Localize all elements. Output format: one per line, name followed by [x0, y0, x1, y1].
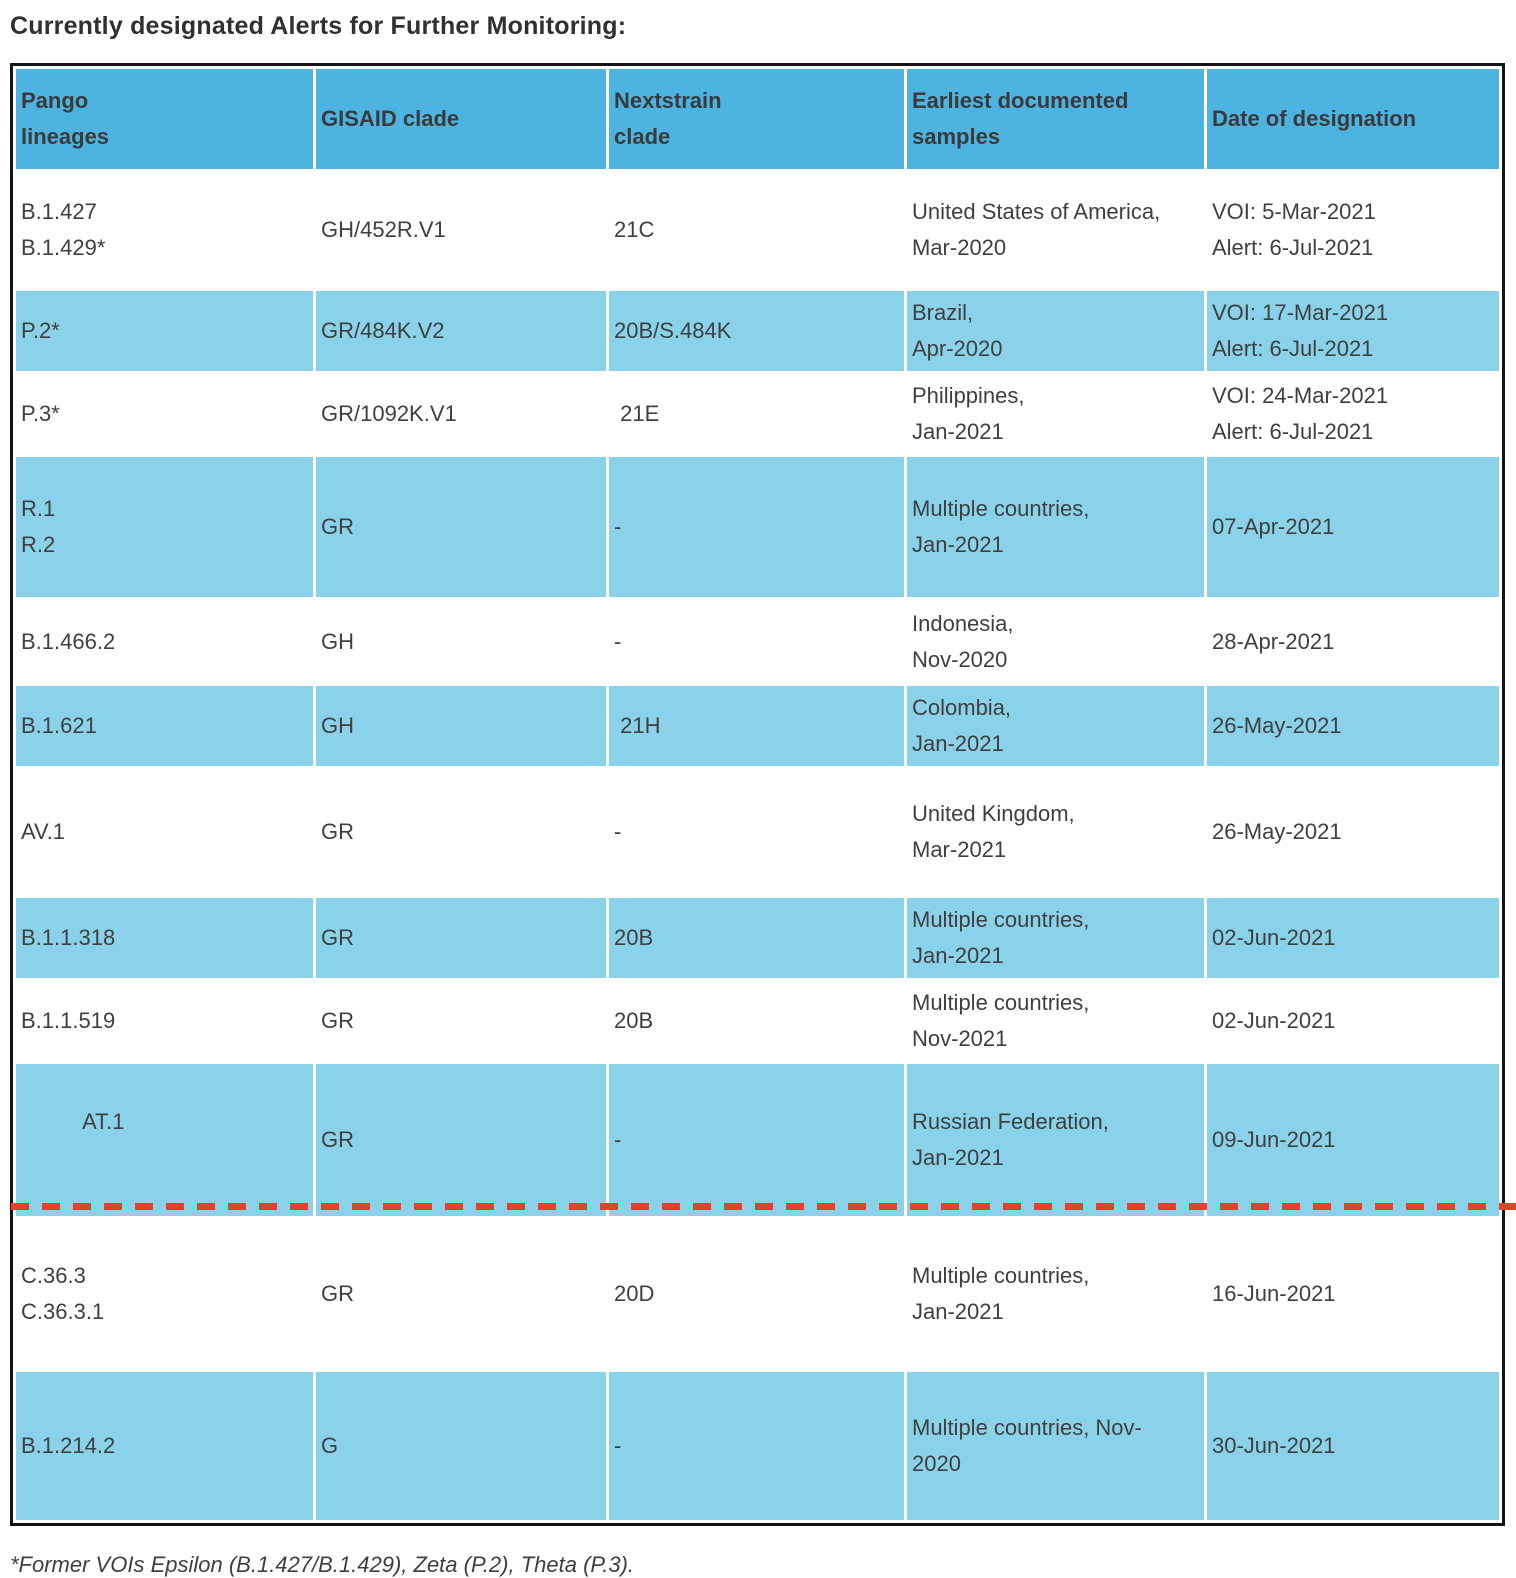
cell-designation-date: 02-Jun-2021: [1207, 981, 1499, 1061]
page-title: Currently designated Alerts for Further …: [10, 12, 627, 40]
cell-designation-date: 09-Jun-2021: [1207, 1064, 1499, 1216]
cell-pango-lineages: P.2*: [16, 291, 313, 371]
cell-pango-lineages: B.1.466.2: [16, 600, 313, 683]
cell-earliest-samples: Multiple countries, Nov- 2020: [907, 1372, 1204, 1520]
table-row: B.1.1.519 GR 20B Multiple countries, Nov…: [16, 981, 1499, 1061]
cell-nextstrain-clade: 20D: [609, 1219, 904, 1369]
col-header-pango-lineages: Pango lineages: [16, 69, 313, 169]
cell-pango-lineages: R.1 R.2: [16, 457, 313, 597]
table-row: C.36.3 C.36.3.1 GR 20D Multiple countrie…: [16, 1219, 1499, 1369]
cell-nextstrain-clade: 20B/S.484K: [609, 291, 904, 371]
cell-earliest-samples: Multiple countries, Nov-2021: [907, 981, 1204, 1061]
cell-gisaid-clade: GH: [316, 686, 606, 766]
table-row: P.3* GR/1092K.V1 21E Philippines, Jan-20…: [16, 374, 1499, 454]
cell-designation-date: 16-Jun-2021: [1207, 1219, 1499, 1369]
cell-earliest-samples: Russian Federation, Jan-2021: [907, 1064, 1204, 1216]
cell-designation-date: 26-May-2021: [1207, 769, 1499, 895]
cell-earliest-samples: Philippines, Jan-2021: [907, 374, 1204, 454]
cell-pango-lineages: AV.1: [16, 769, 313, 895]
cell-gisaid-clade: GR/1092K.V1: [316, 374, 606, 454]
cell-nextstrain-clade: -: [609, 769, 904, 895]
table-row: AV.1 GR - United Kingdom, Mar-2021 26-Ma…: [16, 769, 1499, 895]
cell-nextstrain-clade: 21H: [609, 686, 904, 766]
cell-designation-date: 30-Jun-2021: [1207, 1372, 1499, 1520]
cell-nextstrain-clade: -: [609, 1372, 904, 1520]
cell-gisaid-clade: GR: [316, 1064, 606, 1216]
table-row: R.1 R.2 GR - Multiple countries, Jan-202…: [16, 457, 1499, 597]
cell-gisaid-clade: GR: [316, 457, 606, 597]
table-row: B.1.427 B.1.429* GH/452R.V1 21C United S…: [16, 172, 1499, 288]
cell-pango-lineages: B.1.621: [16, 686, 313, 766]
cell-earliest-samples: Multiple countries, Jan-2021: [907, 1219, 1204, 1369]
cell-designation-date: 28-Apr-2021: [1207, 600, 1499, 683]
table-row-at1: AT.1 GR - Russian Federation, Jan-2021 0…: [11, 1064, 1516, 1216]
cell-earliest-samples: Colombia, Jan-2021: [907, 686, 1204, 766]
cell-designation-date: 26-May-2021: [1207, 686, 1499, 766]
cell-gisaid-clade: GR: [316, 898, 606, 978]
cell-pango-lineages: B.1.1.318: [16, 898, 313, 978]
alerts-table: Pango lineages GISAID clade Nextstrain c…: [10, 63, 1516, 1526]
cell-designation-date: VOI: 17-Mar-2021 Alert: 6-Jul-2021: [1207, 291, 1499, 371]
pango-text: AT.1: [82, 1109, 125, 1134]
cell-gisaid-clade: GR: [316, 1219, 606, 1369]
cell-designation-date: 07-Apr-2021: [1207, 457, 1499, 597]
cell-nextstrain-clade: 21C: [609, 172, 904, 288]
cell-pango-lineages: AT.1: [11, 1064, 1516, 1216]
cell-nextstrain-clade: 20B: [609, 981, 904, 1061]
cell-earliest-samples: United States of America, Mar-2020: [907, 172, 1204, 288]
col-header-earliest-samples: Earliest documented samples: [907, 69, 1204, 169]
cell-gisaid-clade: G: [316, 1372, 606, 1520]
cell-pango-lineages: P.3*: [16, 374, 313, 454]
table-row: B.1.621 GH 21H Colombia, Jan-2021 26-May…: [16, 686, 1499, 766]
col-header-designation-date: Date of designation: [1207, 69, 1499, 169]
cell-pango-lineages: B.1.1.519: [16, 981, 313, 1061]
cell-nextstrain-clade: -: [609, 457, 904, 597]
header-row: Pango lineages GISAID clade Nextstrain c…: [16, 69, 1499, 169]
cell-earliest-samples: Multiple countries, Jan-2021: [907, 457, 1204, 597]
cell-earliest-samples: Indonesia, Nov-2020: [907, 600, 1204, 683]
cell-designation-date: VOI: 24-Mar-2021 Alert: 6-Jul-2021: [1207, 374, 1499, 454]
table-row: B.1.214.2 G - Multiple countries, Nov- 2…: [16, 1372, 1499, 1520]
cell-nextstrain-clade: 21E: [609, 374, 904, 454]
table-row: B.1.1.318 GR 20B Multiple countries, Jan…: [16, 898, 1499, 978]
cell-gisaid-clade: GR: [316, 769, 606, 895]
cell-nextstrain-clade: -: [609, 600, 904, 683]
col-header-gisaid-clade: GISAID clade: [316, 69, 606, 169]
cell-pango-lineages: B.1.214.2: [16, 1372, 313, 1520]
table-row: P.2* GR/484K.V2 20B/S.484K Brazil, Apr-2…: [16, 291, 1499, 371]
cell-gisaid-clade: GH: [316, 600, 606, 683]
footnote: *Former VOIs Epsilon (B.1.427/B.1.429), …: [10, 1552, 635, 1577]
cell-pango-lineages: B.1.427 B.1.429*: [16, 172, 313, 288]
cell-earliest-samples: United Kingdom, Mar-2021: [907, 769, 1204, 895]
cell-earliest-samples: Multiple countries, Jan-2021: [907, 898, 1204, 978]
cell-designation-date: VOI: 5-Mar-2021 Alert: 6-Jul-2021: [1207, 172, 1499, 288]
cell-nextstrain-clade: -: [609, 1064, 904, 1216]
cell-gisaid-clade: GH/452R.V1: [316, 172, 606, 288]
cell-earliest-samples: Brazil, Apr-2020: [907, 291, 1204, 371]
cell-nextstrain-clade: 20B: [609, 898, 904, 978]
cell-designation-date: 02-Jun-2021: [1207, 898, 1499, 978]
cell-gisaid-clade: GR: [316, 981, 606, 1061]
cell-gisaid-clade: GR/484K.V2: [316, 291, 606, 371]
cell-pango-lineages: C.36.3 C.36.3.1: [16, 1219, 313, 1369]
table-row: B.1.466.2 GH - Indonesia, Nov-2020 28-Ap…: [16, 600, 1499, 683]
col-header-nextstrain-clade: Nextstrain clade: [609, 69, 904, 169]
